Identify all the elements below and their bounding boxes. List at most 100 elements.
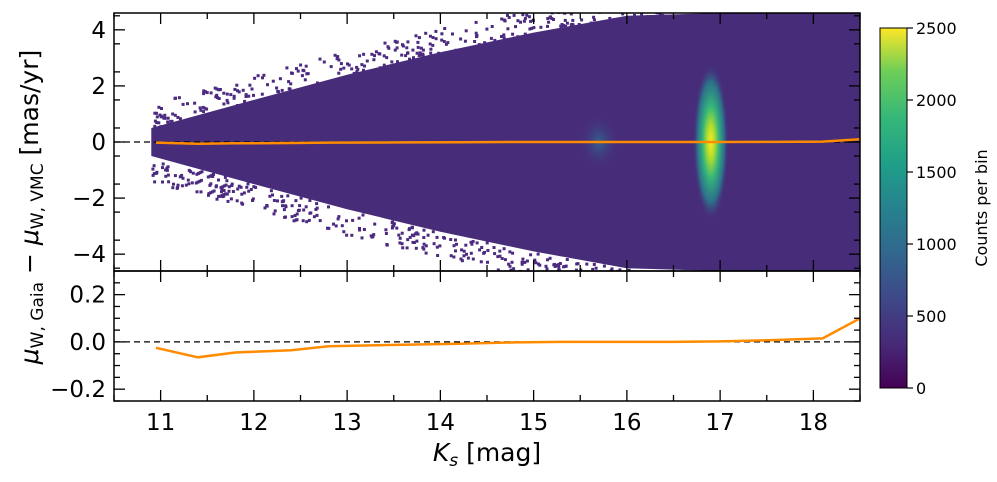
outlier-dot	[677, 276, 680, 279]
outlier-dot	[273, 209, 277, 213]
x-tick-label: 13	[332, 410, 361, 436]
outlier-dot	[539, 25, 543, 29]
outlier-dot	[382, 54, 386, 58]
outlier-dot	[659, 280, 662, 283]
outlier-dot	[675, 0, 678, 2]
outlier-dot	[463, 39, 467, 43]
outlier-dot	[416, 232, 420, 236]
outlier-dot	[383, 41, 387, 45]
outlier-dot	[362, 52, 366, 56]
outlier-dot	[474, 20, 478, 24]
outlier-dot	[288, 87, 292, 91]
x-axis-label-sub: s	[449, 451, 458, 471]
outlier-dot	[654, 5, 657, 8]
y-axis-label-prefix-sub: W, Gaia	[28, 282, 48, 348]
outlier-dot	[509, 268, 513, 271]
outlier-dot	[523, 32, 527, 36]
outlier-dot	[525, 259, 529, 263]
outlier-dot	[173, 174, 177, 178]
outlier-dot	[232, 94, 236, 98]
outlier-dot	[215, 87, 219, 91]
outlier-dot	[560, 25, 564, 29]
outlier-dot	[512, 267, 516, 271]
outlier-dot	[520, 262, 524, 266]
outlier-dot	[527, 15, 531, 19]
outlier-dot	[444, 42, 448, 46]
outlier-dot	[293, 214, 297, 217]
outlier-dot	[222, 193, 226, 197]
outlier-dot	[549, 15, 552, 19]
outlier-dot	[161, 166, 164, 170]
colorbar-tick-label: 2500	[916, 19, 957, 38]
outlier-dot	[419, 53, 423, 57]
outlier-dot	[557, 265, 561, 269]
outlier-dot	[543, 277, 546, 280]
x-tick-label: 12	[239, 410, 268, 436]
outlier-dot	[580, 18, 584, 22]
outlier-dot	[209, 191, 213, 195]
outlier-dot	[295, 218, 299, 222]
outlier-dot	[202, 89, 206, 93]
outlier-dot	[642, 284, 645, 287]
outlier-dot	[634, 6, 637, 9]
outlier-dot	[647, 290, 650, 293]
outlier-dot	[475, 241, 479, 245]
outlier-dot	[202, 110, 205, 114]
outlier-dot	[390, 226, 394, 230]
outlier-dot	[523, 260, 527, 264]
outlier-dot	[589, 21, 593, 25]
outlier-dot	[176, 115, 180, 119]
y-axis-label-joiner: −	[15, 245, 44, 282]
outlier-dot	[443, 27, 447, 30]
outlier-dot	[587, 275, 590, 278]
outlier-dot	[574, 8, 577, 11]
outlier-dot	[400, 242, 404, 246]
outlier-dot	[339, 62, 343, 66]
outlier-dot	[281, 204, 284, 208]
outlier-dot	[411, 226, 414, 230]
outlier-dot	[526, 268, 530, 271]
outlier-dot	[506, 27, 510, 31]
outlier-dot	[567, 280, 570, 283]
outlier-dot	[358, 54, 362, 58]
outlier-dot	[675, 276, 678, 279]
outlier-dot	[265, 204, 269, 207]
outlier-dot	[482, 251, 486, 255]
outlier-dot	[558, 262, 562, 265]
outlier-dot	[415, 239, 419, 243]
outlier-dot	[680, 290, 683, 293]
outlier-dot	[563, 13, 567, 15]
sparse-outlier-dots	[151, 0, 686, 293]
outlier-dot	[237, 184, 241, 188]
outlier-dot	[166, 165, 170, 169]
outlier-dot	[492, 246, 496, 249]
outlier-dot	[406, 51, 409, 55]
outlier-dot	[602, 264, 606, 268]
outlier-dot	[347, 63, 351, 67]
outlier-dot	[171, 112, 175, 116]
outlier-dot	[592, 4, 595, 7]
outlier-dot	[210, 173, 214, 177]
outlier-dot	[557, 268, 561, 271]
outlier-dot	[282, 208, 286, 212]
outlier-dot	[217, 194, 221, 198]
outlier-dot	[661, 1, 664, 4]
bottom-difference-line	[155, 317, 860, 359]
outlier-dot	[180, 184, 184, 188]
outlier-dot	[654, 289, 657, 292]
outlier-dot	[155, 170, 159, 174]
y-tick-label: 0.2	[69, 283, 106, 309]
outlier-dot	[244, 93, 248, 97]
outlier-dot	[502, 33, 506, 37]
outlier-dot	[638, 287, 641, 290]
outlier-dot	[392, 224, 396, 228]
outlier-dot	[216, 96, 219, 100]
outlier-dot	[613, 8, 616, 11]
outlier-dot	[577, 23, 581, 26]
outlier-dot	[241, 202, 245, 206]
outlier-dot	[630, 279, 633, 282]
outlier-dot	[613, 0, 616, 3]
outlier-dot	[648, 5, 651, 8]
outlier-dot	[525, 13, 529, 17]
